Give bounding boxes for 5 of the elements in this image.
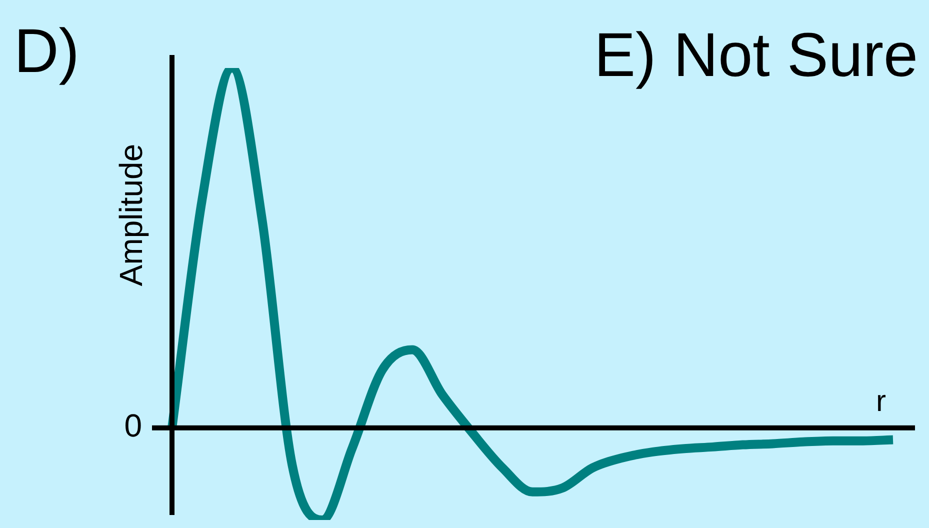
y-axis-title: Amplitude	[113, 144, 149, 286]
annotation: E) Not Sure	[594, 21, 918, 90]
text: 0	[124, 408, 142, 444]
text: D)	[14, 17, 80, 86]
x-axis-title: r	[876, 385, 886, 418]
